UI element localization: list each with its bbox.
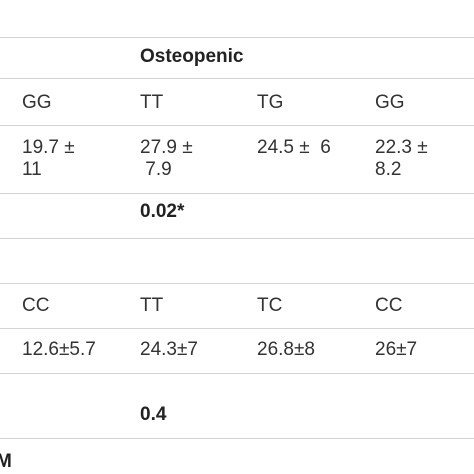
row-divider <box>0 328 474 329</box>
bold-cell: Osteopenic <box>140 46 244 67</box>
row-divider <box>0 283 474 284</box>
cell: TC <box>257 295 283 316</box>
row-divider <box>0 125 474 126</box>
bold-cell: 0.02* <box>140 201 185 222</box>
row-divider <box>0 373 474 374</box>
row-divider <box>0 193 474 194</box>
row-divider <box>0 238 474 239</box>
cell: 24.5 ± 6 <box>257 137 331 158</box>
cell: TG <box>257 92 284 113</box>
cell: 7.9 <box>140 159 172 180</box>
cell: CC <box>22 295 50 316</box>
cell: 12.6±5.7 <box>22 339 96 360</box>
cell: 24.3±7 <box>140 339 198 360</box>
row-divider <box>0 78 474 79</box>
cell: TT <box>140 295 164 316</box>
cell: TT <box>140 92 164 113</box>
cell: 19.7 ± <box>22 137 75 158</box>
cell: 22.3 ± <box>375 137 428 158</box>
cell: GG <box>375 92 405 113</box>
cell: 26.8±8 <box>257 339 315 360</box>
cell: CC <box>375 295 403 316</box>
cell: GG <box>22 92 52 113</box>
cell: 11 <box>22 159 42 180</box>
bold-cell: M <box>0 451 12 472</box>
cell: 26±7 <box>375 339 418 360</box>
cell: 27.9 ± <box>140 137 193 158</box>
bold-cell: 0.4 <box>140 404 167 425</box>
row-divider <box>0 438 474 439</box>
cell: 8.2 <box>375 159 402 180</box>
row-divider <box>0 37 474 38</box>
